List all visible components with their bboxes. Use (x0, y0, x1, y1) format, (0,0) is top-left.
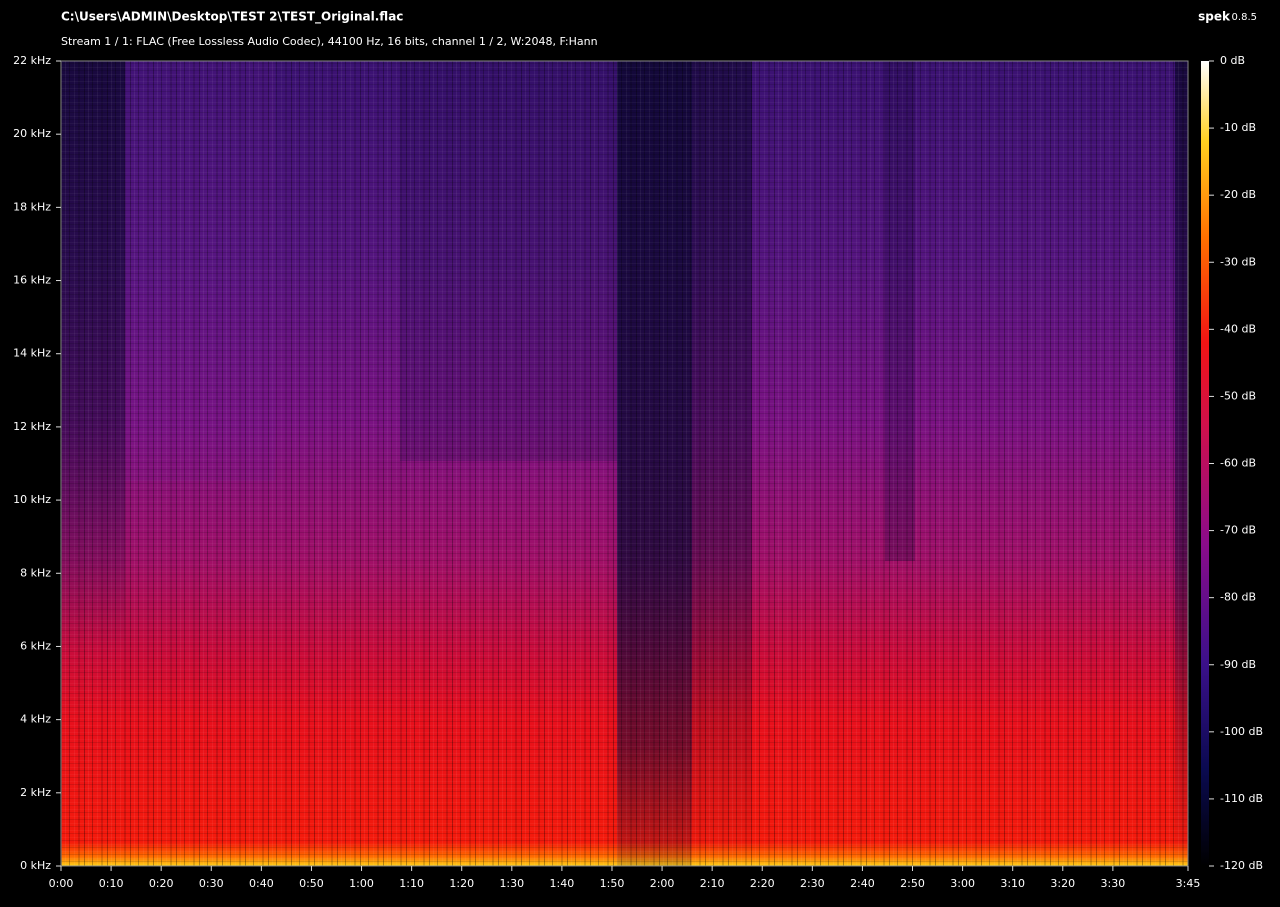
colorbar-tick-label: -70 dB (1220, 524, 1256, 537)
x-tick-label: 0:30 (199, 877, 224, 890)
y-tick-label: 4 kHz (20, 713, 51, 726)
spectrogram (60, 60, 1189, 867)
x-tick-label: 1:00 (349, 877, 374, 890)
app-version: 0.8.5 (1232, 12, 1257, 23)
x-tick-label: 3:10 (1000, 877, 1025, 890)
colorbar-tick-label: -10 dB (1220, 121, 1256, 134)
x-tick-label: 0:20 (149, 877, 174, 890)
colorbar-tick-label: -20 dB (1220, 188, 1256, 201)
y-tick-label: 16 kHz (13, 274, 51, 287)
x-tick-label: 1:40 (550, 877, 575, 890)
colorbar-tick-label: -110 dB (1220, 792, 1263, 805)
x-tick-label: 0:40 (249, 877, 274, 890)
colorbar (1201, 61, 1209, 866)
y-tick-label: 10 kHz (13, 493, 51, 506)
y-tick-label: 8 kHz (20, 566, 51, 579)
app-name: spek (1198, 10, 1231, 24)
y-tick-label: 22 kHz (13, 54, 51, 67)
x-tick-label: 2:20 (750, 877, 775, 890)
x-tick-label: 1:30 (499, 877, 524, 890)
file-path: C:\Users\ADMIN\Desktop\TEST 2\TEST_Origi… (61, 10, 403, 25)
x-tick-label: 3:45 (1176, 877, 1201, 890)
colorbar-tick-label: -80 dB (1220, 591, 1256, 604)
y-tick-label: 14 kHz (13, 347, 51, 360)
colorbar-tick-label: -40 dB (1220, 322, 1256, 335)
x-tick-label: 3:00 (950, 877, 975, 890)
x-tick-label: 2:10 (700, 877, 725, 890)
colorbar-tick-label: -120 dB (1220, 859, 1263, 872)
colorbar-tick-label: -90 dB (1220, 658, 1256, 671)
y-tick-label: 20 kHz (13, 127, 51, 140)
colorbar-tick-label: -50 dB (1220, 389, 1256, 402)
x-tick-label: 2:30 (800, 877, 825, 890)
colorbar-tick-label: 0 dB (1220, 54, 1245, 67)
x-tick-label: 2:40 (850, 877, 875, 890)
colorbar-tick-label: -30 dB (1220, 255, 1256, 268)
x-tick-label: 1:50 (600, 877, 625, 890)
plot-border (60, 60, 1189, 867)
x-tick-label: 2:00 (650, 877, 675, 890)
stream-info: Stream 1 / 1: FLAC (Free Lossless Audio … (61, 35, 598, 48)
x-tick-label: 3:30 (1101, 877, 1126, 890)
y-tick-label: 18 kHz (13, 200, 51, 213)
x-tick-label: 1:10 (399, 877, 424, 890)
texture-h (61, 61, 1188, 866)
colorbar-tick-label: -60 dB (1220, 457, 1256, 470)
y-tick-label: 2 kHz (20, 786, 51, 799)
y-tick-label: 6 kHz (20, 639, 51, 652)
x-tick-label: 2:50 (900, 877, 925, 890)
x-tick-label: 1:20 (449, 877, 474, 890)
x-tick-label: 0:50 (299, 877, 324, 890)
x-tick-label: 0:10 (99, 877, 124, 890)
x-tick-label: 3:20 (1050, 877, 1075, 890)
y-tick-label: 0 kHz (20, 859, 51, 872)
x-tick-label: 0:00 (49, 877, 74, 890)
y-tick-label: 12 kHz (13, 420, 51, 433)
colorbar-tick-label: -100 dB (1220, 725, 1263, 738)
